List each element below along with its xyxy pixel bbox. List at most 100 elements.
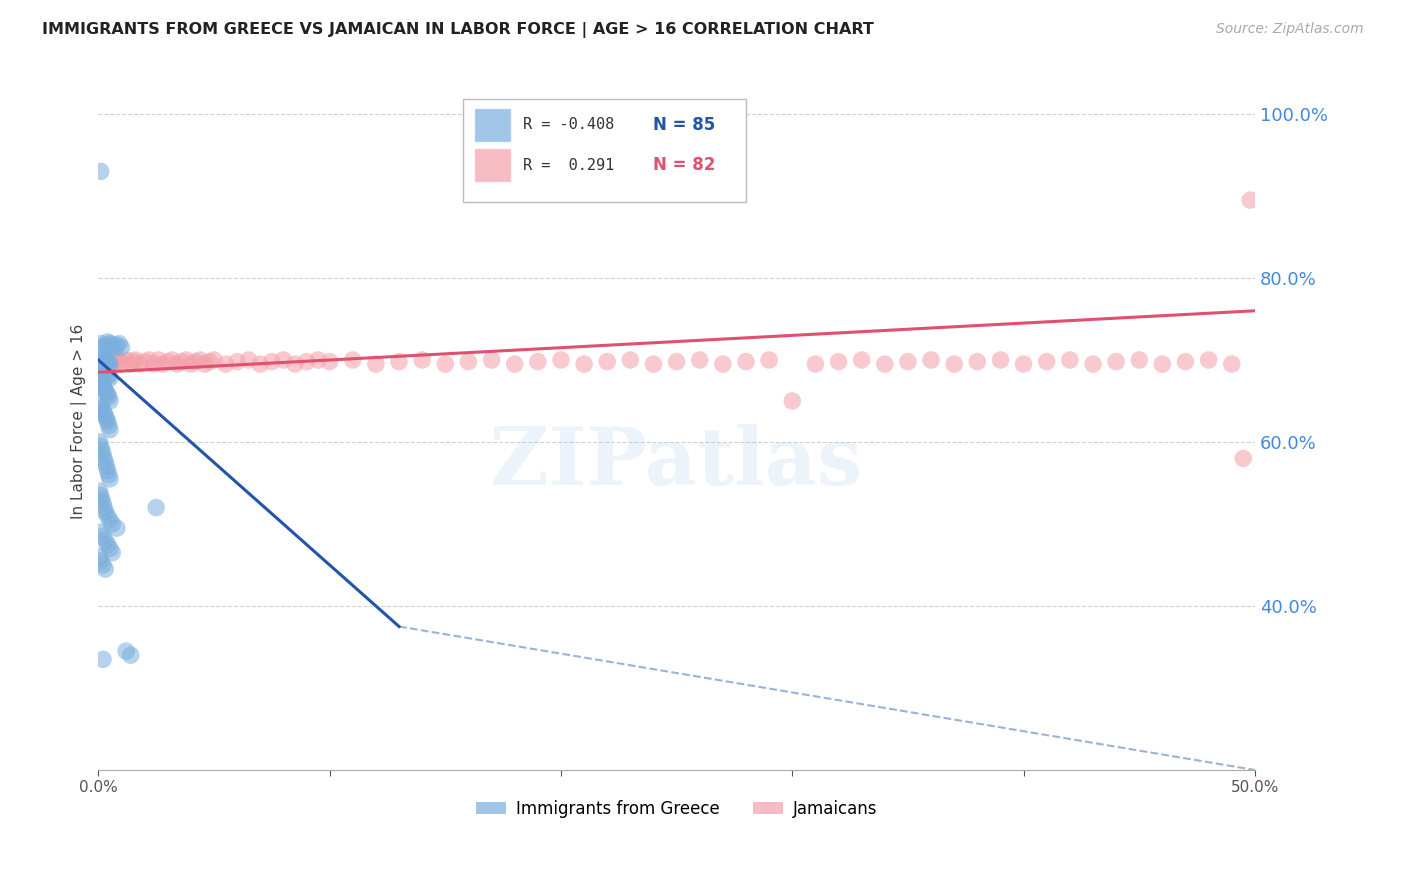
Jamaicans [388, 354, 411, 368]
Jamaicans [920, 353, 942, 368]
Jamaicans [202, 353, 225, 368]
Immigrants from Greece [91, 652, 114, 666]
Jamaicans [108, 353, 131, 368]
Jamaicans [457, 354, 479, 368]
Jamaicans [97, 357, 120, 371]
Jamaicans [1105, 354, 1128, 368]
Immigrants from Greece [101, 516, 124, 531]
Jamaicans [148, 353, 170, 368]
Immigrants from Greece [97, 369, 120, 384]
Immigrants from Greece [103, 341, 125, 355]
Immigrants from Greece [97, 357, 120, 371]
Text: R =  0.291: R = 0.291 [523, 158, 614, 173]
Immigrants from Greece [97, 354, 120, 368]
Immigrants from Greece [96, 365, 118, 379]
Immigrants from Greece [89, 484, 111, 499]
Immigrants from Greece [90, 525, 112, 540]
FancyBboxPatch shape [463, 99, 747, 202]
Jamaicans [503, 357, 526, 371]
Immigrants from Greece [89, 402, 111, 417]
Immigrants from Greece [97, 537, 120, 551]
Immigrants from Greece [98, 371, 121, 385]
Immigrants from Greece [98, 513, 121, 527]
Immigrants from Greece [145, 500, 167, 515]
Immigrants from Greece [90, 353, 112, 368]
Immigrants from Greece [105, 521, 128, 535]
Legend: Immigrants from Greece, Jamaicans: Immigrants from Greece, Jamaicans [470, 793, 884, 824]
FancyBboxPatch shape [474, 108, 512, 142]
Immigrants from Greece [93, 406, 115, 420]
Immigrants from Greece [93, 500, 115, 515]
Immigrants from Greece [93, 451, 115, 466]
Jamaicans [318, 354, 340, 368]
Jamaicans [1012, 357, 1035, 371]
Text: N = 85: N = 85 [654, 116, 716, 134]
Jamaicans [943, 357, 966, 371]
Immigrants from Greece [89, 357, 111, 371]
Jamaicans [851, 353, 873, 368]
Jamaicans [214, 357, 236, 371]
Jamaicans [966, 354, 988, 368]
Immigrants from Greece [90, 376, 112, 390]
Jamaicans [162, 353, 184, 368]
Immigrants from Greece [94, 363, 117, 377]
Immigrants from Greece [90, 336, 112, 351]
Jamaicans [124, 353, 146, 368]
Immigrants from Greece [90, 488, 112, 502]
Jamaicans [619, 353, 641, 368]
Jamaicans [174, 353, 197, 368]
Jamaicans [527, 354, 550, 368]
Jamaicans [307, 353, 329, 368]
Jamaicans [90, 357, 112, 371]
Jamaicans [1174, 354, 1197, 368]
Jamaicans [550, 353, 572, 368]
Jamaicans [1059, 353, 1081, 368]
Immigrants from Greece [91, 447, 114, 461]
Jamaicans [138, 353, 160, 368]
Jamaicans [735, 354, 758, 368]
Immigrants from Greece [94, 533, 117, 548]
Jamaicans [689, 353, 711, 368]
Immigrants from Greece [91, 359, 114, 374]
Y-axis label: In Labor Force | Age > 16: In Labor Force | Age > 16 [72, 324, 87, 519]
Immigrants from Greece [96, 353, 118, 368]
Immigrants from Greece [91, 341, 114, 355]
Jamaicans [804, 357, 827, 371]
Jamaicans [156, 354, 179, 368]
Immigrants from Greece [97, 368, 120, 382]
Text: R = -0.408: R = -0.408 [523, 118, 614, 132]
Jamaicans [295, 354, 318, 368]
Jamaicans [198, 354, 221, 368]
Jamaicans [110, 357, 132, 371]
Immigrants from Greece [91, 404, 114, 418]
Jamaicans [188, 353, 211, 368]
Text: N = 82: N = 82 [654, 156, 716, 174]
Jamaicans [364, 357, 387, 371]
Jamaicans [105, 354, 128, 368]
Immigrants from Greece [110, 341, 132, 355]
FancyBboxPatch shape [474, 148, 512, 182]
Immigrants from Greece [96, 385, 118, 400]
Immigrants from Greece [94, 505, 117, 519]
Jamaicans [990, 353, 1012, 368]
Immigrants from Greece [98, 423, 121, 437]
Jamaicans [170, 354, 193, 368]
Jamaicans [122, 354, 145, 368]
Jamaicans [166, 357, 188, 371]
Jamaicans [142, 357, 165, 371]
Jamaicans [180, 357, 202, 371]
Jamaicans [481, 353, 503, 368]
Jamaicans [101, 353, 124, 368]
Immigrants from Greece [97, 390, 120, 404]
Jamaicans [873, 357, 896, 371]
Immigrants from Greece [94, 338, 117, 352]
Immigrants from Greece [91, 558, 114, 572]
Jamaicans [134, 354, 156, 368]
Jamaicans [572, 357, 595, 371]
Jamaicans [249, 357, 271, 371]
Immigrants from Greece [89, 377, 111, 392]
Jamaicans [1220, 357, 1243, 371]
Immigrants from Greece [96, 459, 118, 474]
Immigrants from Greece [90, 439, 112, 453]
Immigrants from Greece [91, 379, 114, 393]
